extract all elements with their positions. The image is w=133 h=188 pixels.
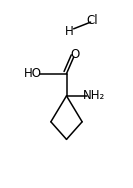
Text: HO: HO [24,67,42,80]
Text: O: O [70,48,80,61]
Text: NH₂: NH₂ [83,89,106,102]
Text: Cl: Cl [87,14,98,27]
Text: H: H [65,25,73,39]
